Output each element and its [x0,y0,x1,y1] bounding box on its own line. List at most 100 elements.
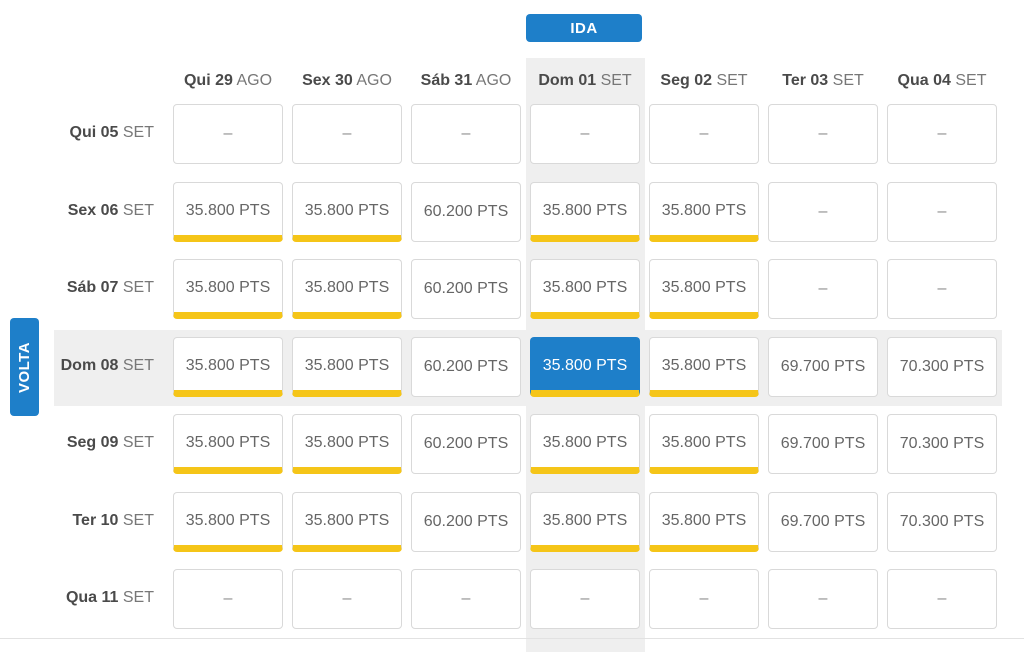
fare-cell-price: 35.800 PTS [542,433,628,451]
row-header-day: Seg 09 [66,434,119,451]
fare-cell-price: 35.800 PTS [304,356,390,374]
fare-cell-price: 35.800 PTS [661,356,747,374]
fare-cell[interactable]: 70.300 PTS [887,414,997,474]
fare-cell[interactable]: 35.800 PTS [173,182,283,242]
volta-label: VOLTA [16,341,34,393]
fare-cell[interactable]: 35.800 PTS [173,259,283,319]
fare-cell-unavailable: – [887,104,997,164]
fare-cell-price: 60.200 PTS [423,358,509,375]
row-header-month: SET [122,357,154,374]
fare-cell-unavailable: – [768,104,878,164]
column-header-outbound-date: Dom 01 SET [526,72,644,94]
fare-cell[interactable]: 70.300 PTS [887,492,997,552]
column-header-outbound-date: Qui 29 AGO [169,72,287,94]
fare-cell-selected[interactable]: 35.800 PTS [530,337,640,397]
fare-cell[interactable]: 60.200 PTS [411,182,521,242]
fare-cell[interactable]: 35.800 PTS [292,259,402,319]
fare-cell-price: – [580,125,590,142]
fare-cell-price: 35.800 PTS [542,278,628,296]
fare-cell-unavailable: – [887,259,997,319]
column-header-day: Qua 04 [897,72,951,89]
fare-cell[interactable]: 35.800 PTS [530,492,640,552]
fare-cell-price: 35.800 PTS [304,433,390,451]
fare-cell-price: – [223,590,233,607]
column-header-day: Ter 03 [782,72,829,89]
row-header-day: Dom 08 [60,357,119,374]
column-header-month: SET [716,72,748,89]
fare-cell-unavailable: – [768,569,878,629]
fare-cell-unavailable: – [530,104,640,164]
fare-cell[interactable]: 60.200 PTS [411,414,521,474]
fare-cell-price: – [223,125,233,142]
fare-cell[interactable]: 35.800 PTS [649,492,759,552]
column-header-outbound-date: Ter 03 SET [764,72,882,94]
fare-cell-price: – [342,590,352,607]
fare-cell[interactable]: 70.300 PTS [887,337,997,397]
fare-cell-unavailable: – [649,569,759,629]
fare-cell-price: – [818,590,828,607]
fare-cell-price: – [937,280,947,297]
ida-badge: IDA [526,14,642,42]
fare-cell[interactable]: 35.800 PTS [173,492,283,552]
fare-cell-price: 35.800 PTS [185,201,271,219]
column-header-day: Sex 30 [302,72,353,89]
fare-cell-price: 35.800 PTS [661,433,747,451]
column-header-month: SET [600,72,632,89]
fare-cell-price: 35.800 PTS [304,201,390,219]
fare-cell-unavailable: – [173,569,283,629]
column-header-outbound-date: Sáb 31 AGO [407,72,525,94]
fare-cell-price: 35.800 PTS [185,356,271,374]
column-header-month: AGO [356,72,392,89]
fare-cell-unavailable: – [887,182,997,242]
row-header-day: Qua 11 [65,589,119,606]
fare-cell[interactable]: 69.700 PTS [768,414,878,474]
fare-cell[interactable]: 69.700 PTS [768,337,878,397]
fare-cell-price: – [699,125,709,142]
row-header-month: SET [122,434,154,451]
row-header-month: SET [122,279,154,296]
row-header-month: SET [122,202,154,219]
column-header-day: Sáb 31 [420,72,473,89]
fare-cell[interactable]: 35.800 PTS [649,414,759,474]
fare-cell[interactable]: 35.800 PTS [649,337,759,397]
fare-cell[interactable]: 35.800 PTS [649,259,759,319]
fare-cell-price: 70.300 PTS [899,435,985,452]
fare-cell-price: – [818,125,828,142]
fare-cell-price: 70.300 PTS [899,358,985,375]
fare-cell-unavailable: – [411,104,521,164]
fare-cell-price: 69.700 PTS [780,358,866,375]
fare-cell-unavailable: – [173,104,283,164]
fare-cell[interactable]: 35.800 PTS [292,337,402,397]
column-header-day: Seg 02 [660,72,712,89]
fare-cell[interactable]: 60.200 PTS [411,492,521,552]
fare-cell[interactable]: 35.800 PTS [649,182,759,242]
row-header-return-date: Dom 08 SET [40,357,154,379]
column-header-outbound-date: Qua 04 SET [883,72,1001,94]
fare-cell-price: 69.700 PTS [780,513,866,530]
row-header-day: Sex 06 [67,202,119,219]
fare-cell[interactable]: 69.700 PTS [768,492,878,552]
fare-cell-price: – [580,590,590,607]
fare-cell-price: – [461,125,471,142]
fare-cell[interactable]: 60.200 PTS [411,259,521,319]
row-header-month: SET [122,124,154,141]
row-header-day: Qui 05 [69,124,119,141]
row-header-return-date: Seg 09 SET [40,434,154,456]
fare-cell[interactable]: 35.800 PTS [292,182,402,242]
fare-cell[interactable]: 35.800 PTS [530,414,640,474]
fare-cell-unavailable: – [649,104,759,164]
bottom-divider [0,638,1024,639]
fare-cell[interactable]: 35.800 PTS [292,492,402,552]
column-header-day: Qui 29 [183,72,233,89]
fare-cell[interactable]: 35.800 PTS [292,414,402,474]
fare-cell[interactable]: 35.800 PTS [173,337,283,397]
fare-cell-price: – [937,203,947,220]
volta-badge: VOLTA [10,318,39,416]
fare-cell[interactable]: 60.200 PTS [411,337,521,397]
row-header-day: Ter 10 [72,512,119,529]
fare-cell[interactable]: 35.800 PTS [530,259,640,319]
fare-cell[interactable]: 35.800 PTS [530,182,640,242]
row-header-return-date: Sex 06 SET [40,202,154,224]
fare-cell-price: 35.800 PTS [304,278,390,296]
fare-cell[interactable]: 35.800 PTS [173,414,283,474]
